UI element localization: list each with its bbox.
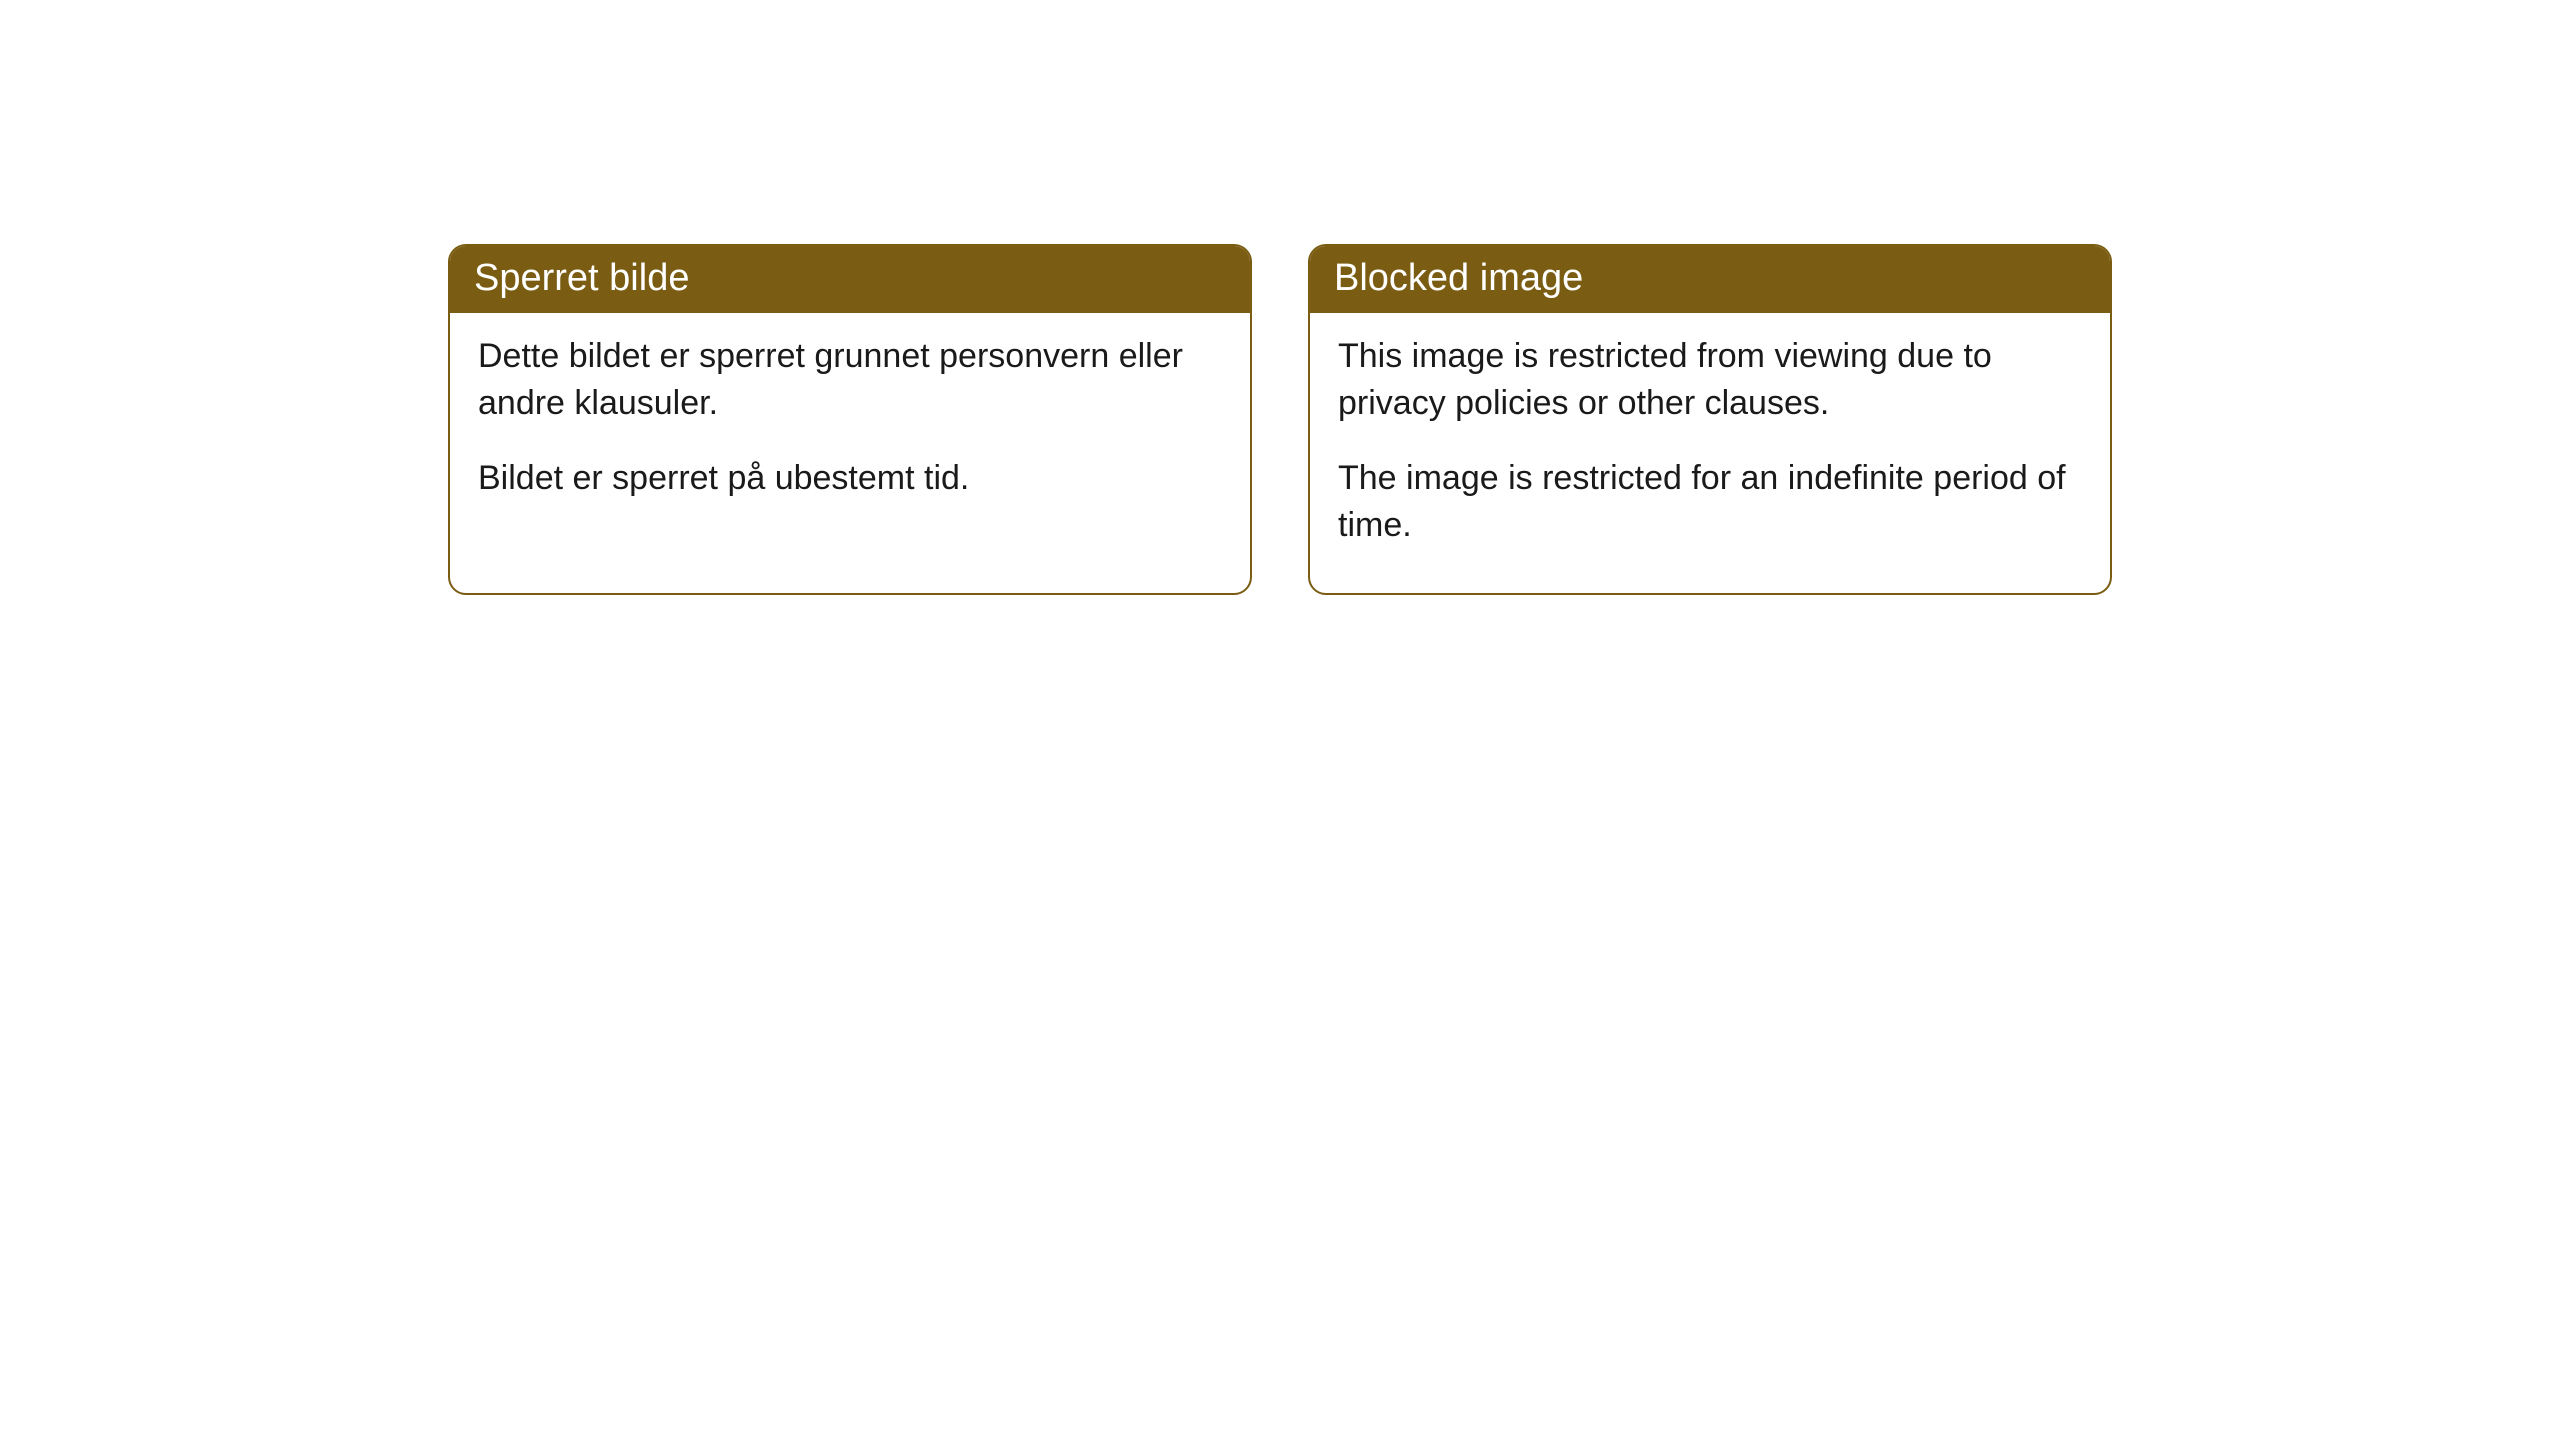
- card-paragraph: Bildet er sperret på ubestemt tid.: [478, 455, 1222, 502]
- card-paragraph: This image is restricted from viewing du…: [1338, 333, 2082, 427]
- card-title: Blocked image: [1310, 246, 2110, 313]
- notice-card-norwegian: Sperret bilde Dette bildet er sperret gr…: [448, 244, 1252, 595]
- card-paragraph: Dette bildet er sperret grunnet personve…: [478, 333, 1222, 427]
- card-body: This image is restricted from viewing du…: [1310, 313, 2110, 593]
- notice-card-english: Blocked image This image is restricted f…: [1308, 244, 2112, 595]
- card-body: Dette bildet er sperret grunnet personve…: [450, 313, 1250, 546]
- card-paragraph: The image is restricted for an indefinit…: [1338, 455, 2082, 549]
- card-title: Sperret bilde: [450, 246, 1250, 313]
- notice-cards-container: Sperret bilde Dette bildet er sperret gr…: [448, 244, 2112, 595]
